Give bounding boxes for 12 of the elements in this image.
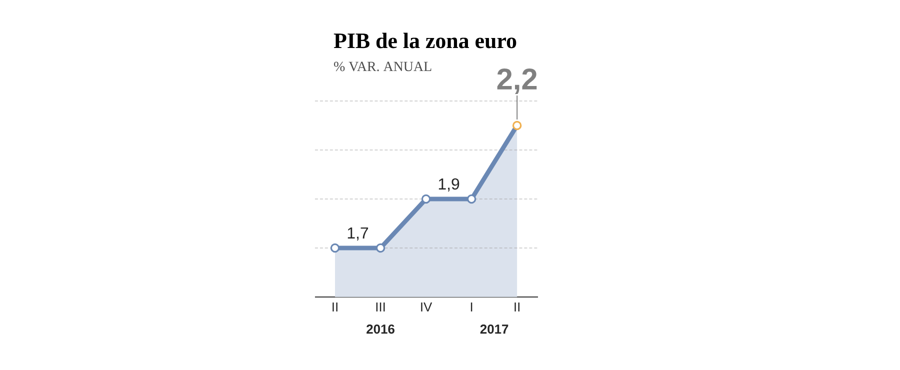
text: 2016 (366, 324, 394, 334)
x-tick-label: I (470, 302, 472, 312)
x-tick-label: III (376, 302, 385, 312)
chart-subtitle: % VAR. ANUAL (334, 62, 432, 72)
data-label: 1,9 (438, 178, 460, 192)
x-tick-label: II (514, 302, 520, 312)
x-tick-label: IV (421, 302, 432, 312)
data-label: 1,7 (348, 227, 368, 240)
data-label: 2,2 (497, 68, 537, 94)
x-tick-label: II (332, 302, 338, 312)
chart-title: PIB de la zona euro (334, 32, 516, 48)
text: 2017 (480, 324, 508, 334)
